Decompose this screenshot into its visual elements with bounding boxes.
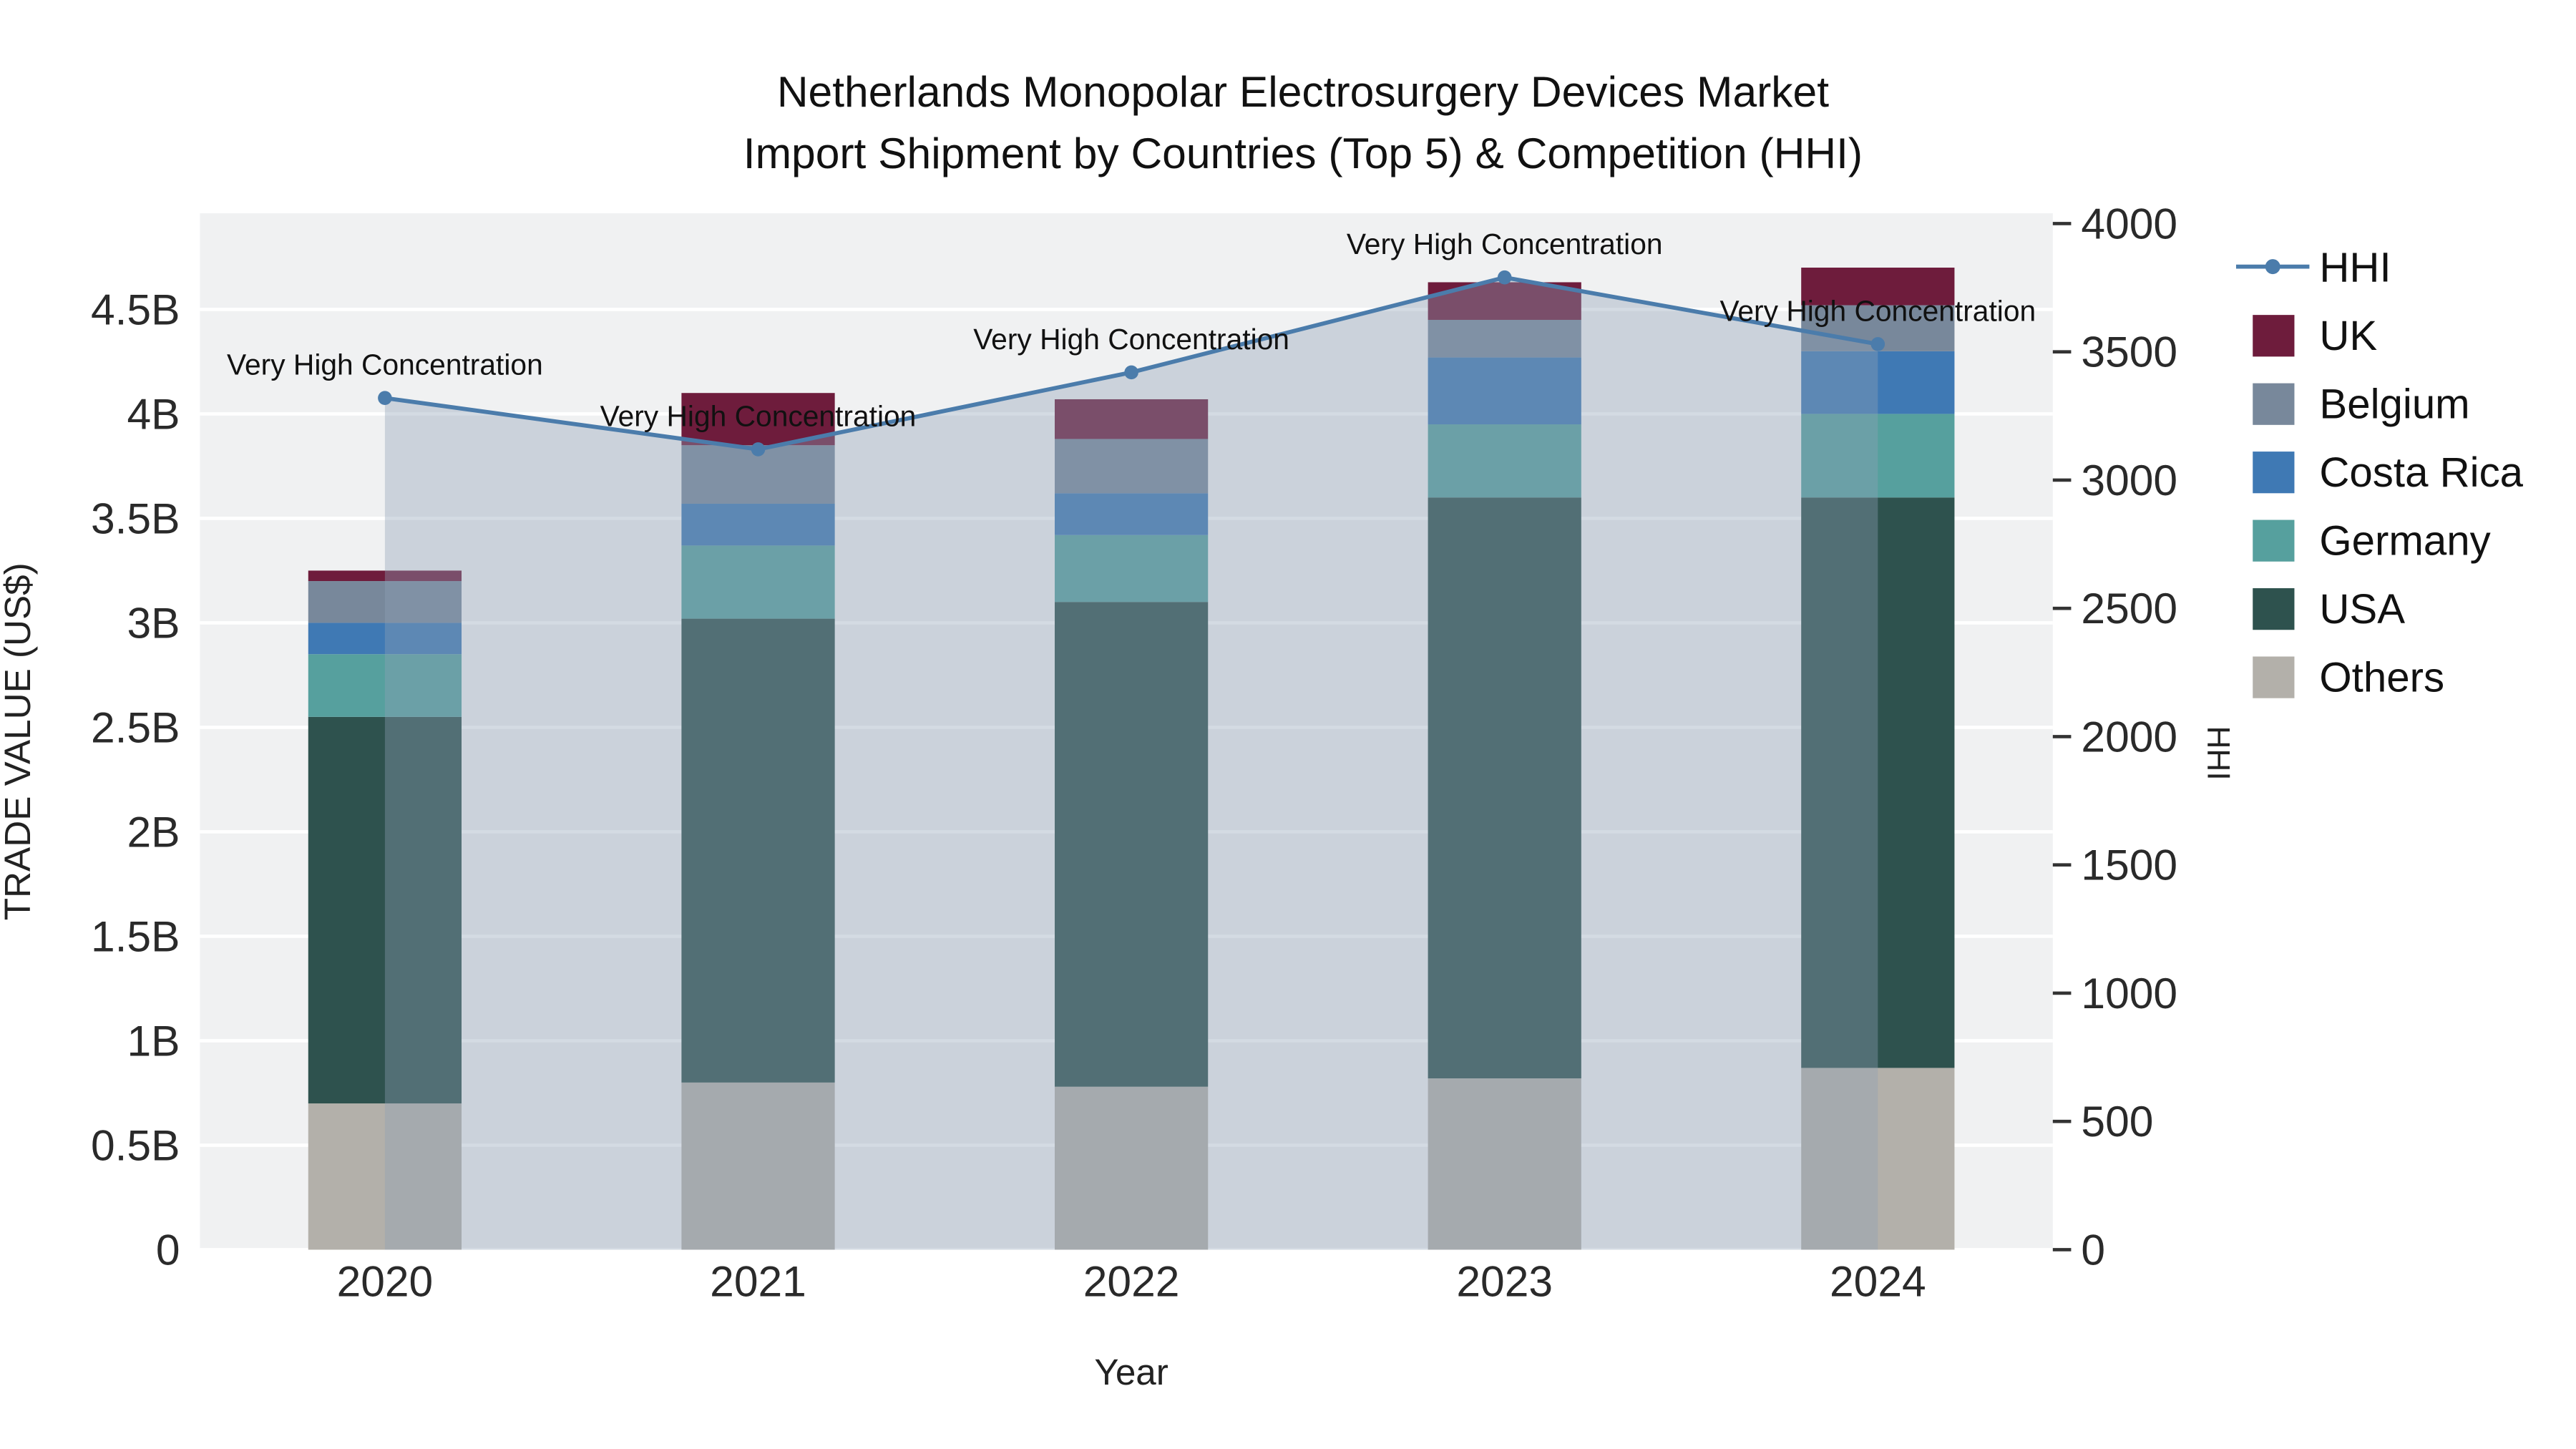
legend-label: HHI: [2319, 245, 2391, 291]
annotation-label: Very High Concentration: [1347, 228, 1663, 260]
y-right-axis-title: HHI: [2200, 726, 2235, 780]
bar-segment-belgium-2020: [308, 581, 462, 623]
y-left-tick-label: 2.5B: [91, 703, 180, 751]
bar-segment-others-2023: [1428, 1078, 1581, 1250]
bar-segment-usa-2020: [308, 716, 462, 1104]
bar-segment-others-2024: [1801, 1068, 1955, 1250]
bar-segment-usa-2021: [681, 618, 835, 1083]
y-left-tick-label: 2B: [127, 807, 180, 856]
legend-swatch: [2253, 519, 2295, 562]
annotation-label: Very High Concentration: [1719, 294, 2036, 327]
bar-segment-uk-2022: [1054, 399, 1209, 439]
x-axis-title: Year: [1094, 1352, 1169, 1392]
legend-line-marker: [2265, 259, 2280, 275]
x-tick-label: 2024: [1830, 1257, 1926, 1306]
y-right-tick-label: 1000: [2081, 969, 2177, 1018]
y-left-tick-label: 0: [156, 1225, 180, 1274]
y-right-tick-label: 2500: [2081, 584, 2177, 633]
y-right-tick-label: 3000: [2081, 456, 2177, 504]
bar-segment-others-2020: [308, 1103, 462, 1250]
legend-swatch: [2253, 315, 2295, 357]
bar-segment-uk-2020: [308, 570, 462, 582]
bar-segment-germany-2022: [1054, 535, 1209, 602]
hhi-marker: [1124, 365, 1138, 380]
legend-item-others[interactable]: Others: [2253, 654, 2444, 701]
y-right-tick-label: 4000: [2081, 199, 2177, 248]
bar-segment-costa-rica-2022: [1054, 493, 1209, 535]
y-left-axis-title: TRADE VALUE (US$): [0, 562, 38, 920]
bar-segment-uk-2024: [1801, 268, 1955, 306]
hhi-marker: [751, 442, 766, 457]
chart-title-line2: Import Shipment by Countries (Top 5) & C…: [743, 129, 1863, 177]
x-tick-label: 2022: [1083, 1257, 1180, 1306]
legend: HHI UK Belgium Costa Rica Germany USA Others: [2235, 245, 2524, 701]
y-left-tick-label: 3.5B: [91, 494, 180, 542]
hhi-marker: [1870, 337, 1885, 351]
chart-title-line1: Netherlands Monopolar Electrosurgery Dev…: [777, 67, 1829, 116]
bar-segment-germany-2021: [681, 545, 835, 619]
x-tick-label: 2023: [1456, 1257, 1553, 1306]
bar-segment-usa-2024: [1801, 497, 1955, 1068]
y-left-tick-label: 1B: [127, 1016, 180, 1065]
legend-item-usa[interactable]: USA: [2253, 586, 2405, 633]
legend-item-belgium[interactable]: Belgium: [2253, 381, 2470, 428]
y-left-tick-label: 4.5B: [91, 285, 180, 333]
y-left-tick-label: 3B: [127, 598, 180, 647]
bar-segment-germany-2024: [1801, 414, 1955, 498]
bar-segment-usa-2022: [1054, 602, 1209, 1087]
y-right-tick-label: 1500: [2081, 841, 2177, 889]
x-tick-label: 2021: [710, 1257, 806, 1306]
bar-segment-belgium-2022: [1054, 439, 1209, 494]
legend-label: Others: [2319, 654, 2444, 701]
y-left-tick-label: 1.5B: [91, 912, 180, 960]
legend-swatch: [2253, 383, 2295, 425]
y-right-tick-label: 2000: [2081, 712, 2177, 761]
legend-item-costa-rica[interactable]: Costa Rica: [2253, 449, 2524, 496]
hhi-marker: [378, 391, 392, 405]
annotation-label: Very High Concentration: [973, 323, 1289, 356]
bar-segment-costa-rica-2024: [1801, 351, 1955, 414]
bar-segment-germany-2020: [308, 654, 462, 717]
legend-swatch: [2253, 452, 2295, 494]
bar-segment-costa-rica-2021: [681, 503, 835, 546]
y-right-tick-label: 0: [2081, 1225, 2105, 1274]
bar-segment-usa-2023: [1428, 497, 1581, 1079]
legend-label: UK: [2319, 313, 2377, 359]
bar-segment-costa-rica-2020: [308, 623, 462, 655]
legend-swatch: [2253, 656, 2295, 698]
bar-segment-others-2021: [681, 1082, 835, 1250]
hhi-area: [384, 277, 1878, 1250]
y-right-tick-label: 500: [2081, 1097, 2153, 1146]
legend-label: Costa Rica: [2319, 449, 2523, 496]
legend-label: USA: [2319, 586, 2405, 633]
annotation-label: Very High Concentration: [227, 348, 543, 381]
bar-segment-others-2022: [1054, 1086, 1209, 1250]
hhi-marker: [1497, 270, 1512, 285]
legend-swatch: [2253, 588, 2295, 630]
y-right-tick-label: 3500: [2081, 328, 2177, 376]
bar-segment-germany-2023: [1428, 424, 1581, 498]
bar-segment-uk-2021: [681, 393, 835, 446]
x-tick-label: 2020: [337, 1257, 434, 1306]
bar-segment-costa-rica-2023: [1428, 357, 1581, 425]
plot-area: 0 0.5B 1B 1.5B 2B 2.5B 3B 3.5B 4B 4.5B 0 500 1000 150…: [91, 199, 2177, 1305]
y-left-tick-label: 4B: [127, 389, 180, 438]
legend-item-uk[interactable]: UK: [2253, 313, 2377, 359]
legend-label: Belgium: [2319, 381, 2469, 428]
y-left-tick-label: 0.5B: [91, 1121, 180, 1169]
legend-item-hhi[interactable]: HHI: [2235, 245, 2391, 291]
legend-label: Germany: [2319, 517, 2490, 564]
annotation-label: Very High Concentration: [600, 399, 917, 432]
bar-segment-belgium-2023: [1428, 320, 1581, 358]
legend-item-germany[interactable]: Germany: [2253, 517, 2491, 564]
